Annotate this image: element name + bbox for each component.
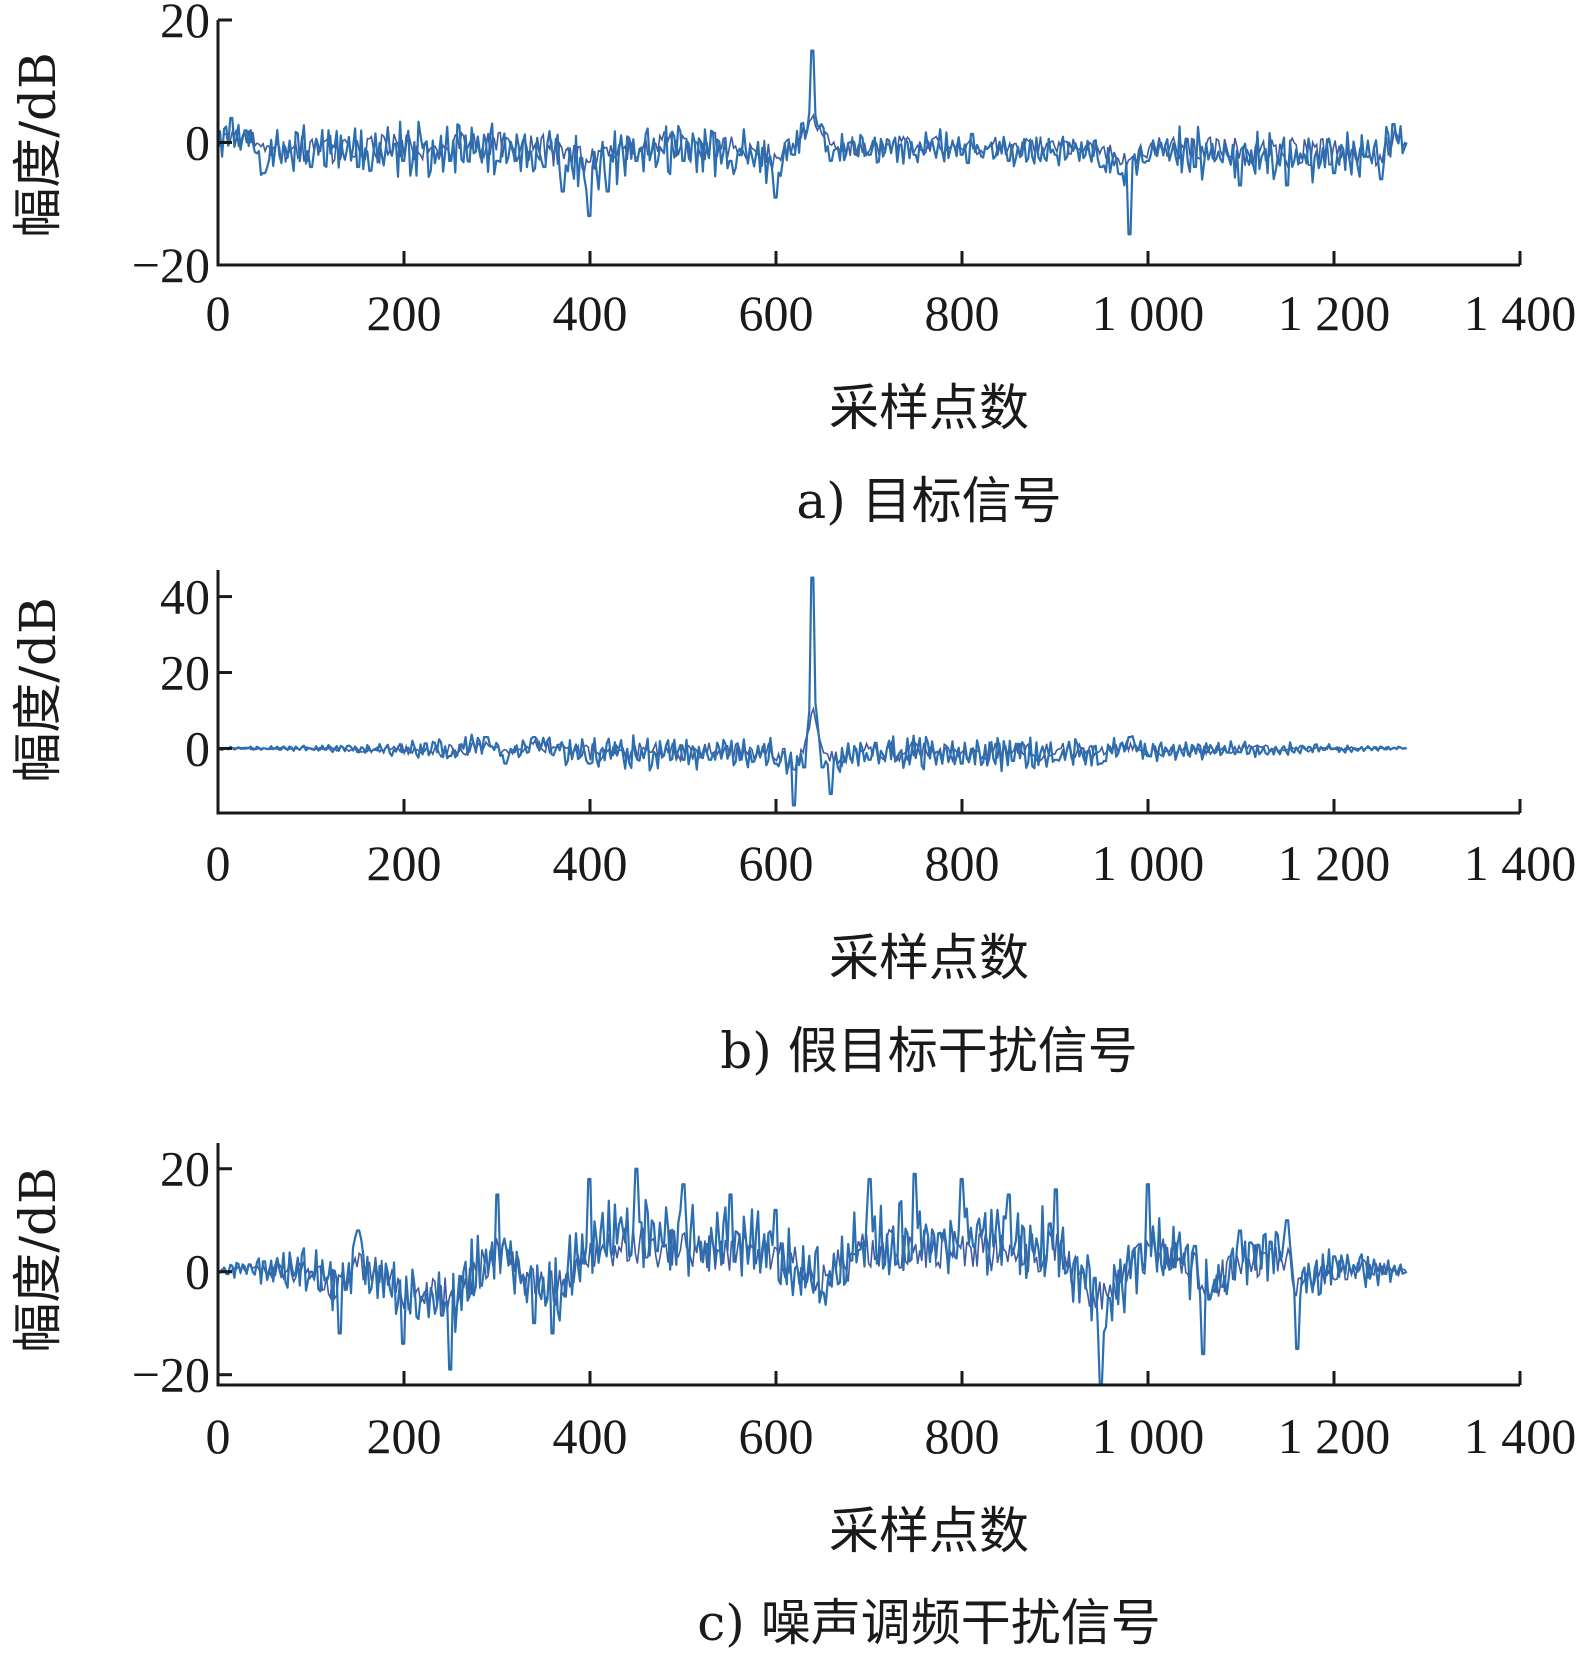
x-tick-label-a-6: 1 200 (1278, 285, 1391, 341)
x-tick-label-b-3: 600 (739, 835, 814, 891)
y-tick-label-b-2: 40 (160, 569, 210, 625)
x-tick-label-a-5: 1 000 (1092, 285, 1205, 341)
y-tick-label-c-2: 20 (160, 1141, 210, 1197)
series-fill-a (217, 113, 1408, 176)
x-tick-label-b-1: 200 (367, 835, 442, 891)
y-tick-label-b-0: 0 (185, 720, 210, 776)
x-tick-label-c-3: 600 (739, 1408, 814, 1464)
x-tick-label-a-2: 400 (553, 285, 628, 341)
x-tick-label-c-2: 400 (553, 1408, 628, 1464)
x-tick-label-c-7: 1 400 (1464, 1408, 1577, 1464)
y-axis-label-a: 幅度/dB (9, 52, 67, 238)
x-tick-label-b-0: 0 (206, 835, 231, 891)
series-line-b (217, 576, 1407, 807)
x-tick-label-b-7: 1 400 (1464, 835, 1577, 891)
chart-caption-a: a) 目标信号 (796, 472, 1061, 530)
x-tick-label-a-4: 800 (925, 285, 1000, 341)
x-tick-label-b-2: 400 (553, 835, 628, 891)
y-tick-label-a-2: 20 (160, 0, 210, 48)
x-tick-label-a-3: 600 (739, 285, 814, 341)
y-tick-label-a-0: −20 (132, 237, 210, 293)
y-axis-ticks-b: 0 20 40 (160, 569, 232, 776)
axis-frame-b (216, 570, 1520, 815)
x-axis-label-a: 采样点数 (829, 379, 1029, 437)
signal-series-b (217, 576, 1409, 807)
x-axis-label-c: 采样点数 (829, 1502, 1029, 1560)
x-axis-ticks-a: 0 200 400 600 800 1 000 1 200 1 400 (206, 251, 1577, 341)
series-fill-b (217, 706, 1407, 772)
x-tick-label-c-1: 200 (367, 1408, 442, 1464)
y-tick-label-c-0: −20 (132, 1347, 210, 1403)
x-tick-label-b-6: 1 200 (1278, 835, 1391, 891)
x-tick-label-c-5: 1 000 (1092, 1408, 1205, 1464)
x-tick-label-c-0: 0 (206, 1408, 231, 1464)
y-axis-label-c: 幅度/dB (9, 1167, 67, 1353)
signal-series-c (217, 1167, 1409, 1387)
series-line-a (216, 49, 1408, 236)
y-tick-label-c-1: 0 (185, 1244, 210, 1300)
x-tick-label-a-7: 1 400 (1464, 285, 1577, 341)
y-axis-ticks-a: −20 0 20 (132, 0, 232, 293)
y-axis-label-b: 幅度/dB (9, 597, 67, 783)
x-tick-label-c-4: 800 (925, 1408, 1000, 1464)
y-tick-label-a-1: 0 (185, 115, 210, 171)
x-tick-label-b-4: 800 (925, 835, 1000, 891)
x-axis-ticks-c: 0 200 400 600 800 1 000 1 200 1 400 (206, 1371, 1577, 1464)
x-axis-label-b: 采样点数 (829, 929, 1029, 987)
chart-caption-b: b) 假目标干扰信号 (720, 1022, 1137, 1080)
x-axis-ticks-b: 0 200 400 600 800 1 000 1 200 1 400 (206, 799, 1577, 891)
x-tick-label-a-1: 200 (367, 285, 442, 341)
y-axis-ticks-c: −20 0 20 (132, 1141, 232, 1403)
x-tick-label-b-5: 1 000 (1092, 835, 1205, 891)
series-line-c (217, 1167, 1408, 1387)
y-tick-label-b-1: 20 (160, 645, 210, 701)
x-tick-label-a-0: 0 (206, 285, 231, 341)
signal-series-a (216, 49, 1409, 236)
x-tick-label-c-6: 1 200 (1278, 1408, 1391, 1464)
chart-caption-c: c) 噪声调频干扰信号 (697, 1594, 1160, 1652)
